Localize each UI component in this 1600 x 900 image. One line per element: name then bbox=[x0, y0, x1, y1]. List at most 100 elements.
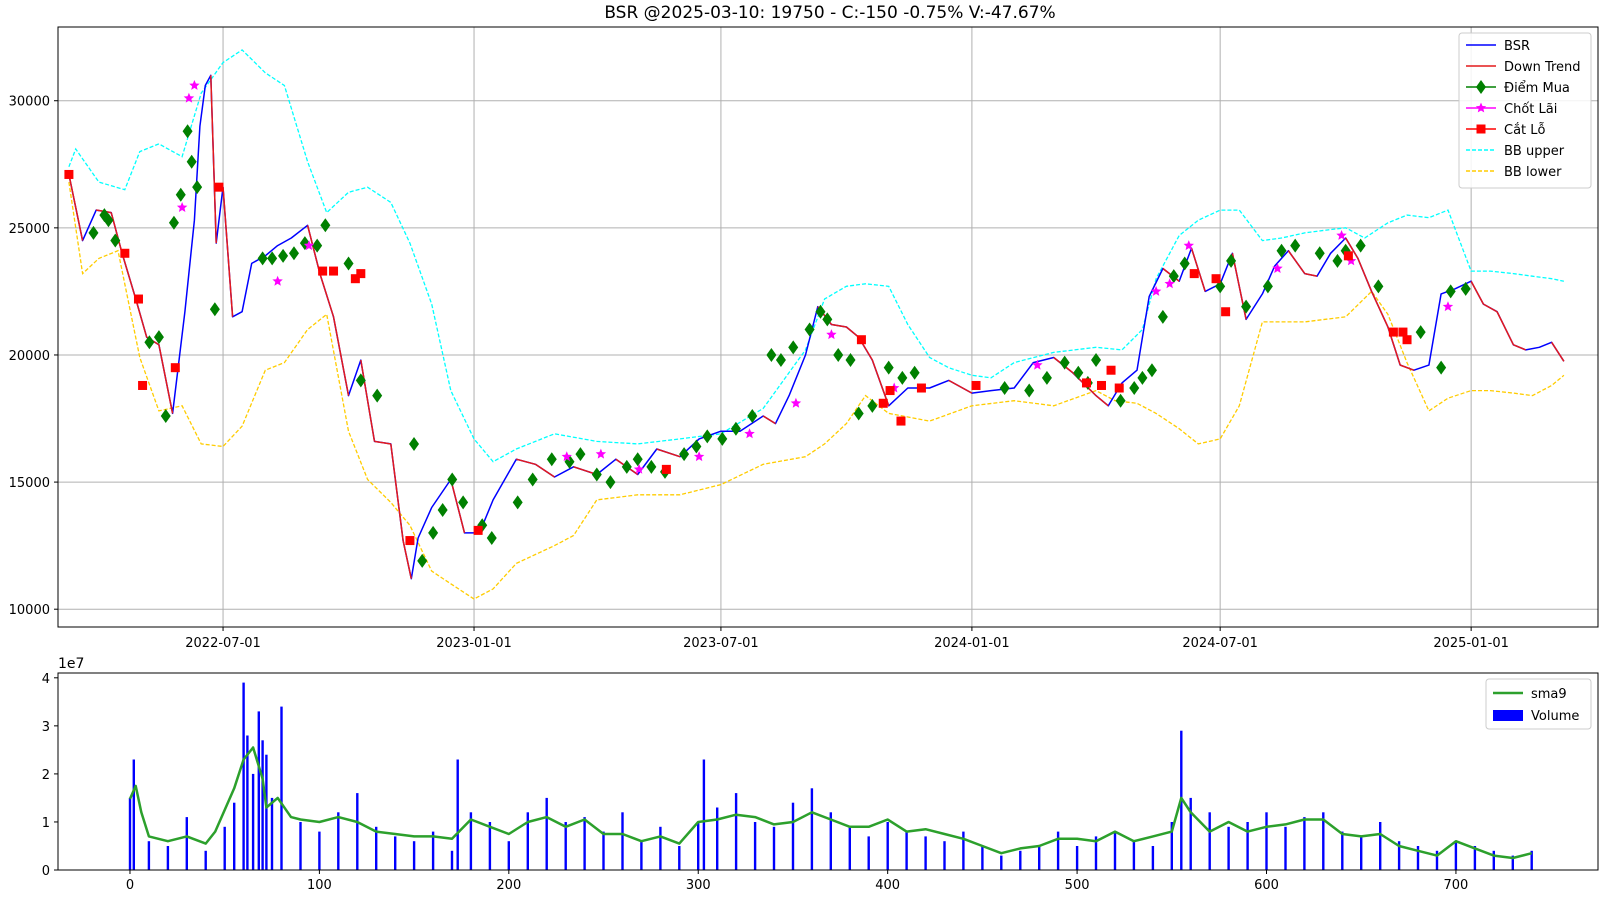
volume-bar bbox=[270, 797, 274, 870]
buy-point-marker bbox=[632, 452, 643, 467]
down-trend-segment bbox=[332, 316, 350, 396]
volume-bar bbox=[734, 793, 738, 870]
volume-bar bbox=[621, 812, 624, 870]
volume-bar bbox=[223, 826, 226, 870]
volume-bar bbox=[772, 826, 776, 870]
x-tick-label: 200 bbox=[496, 878, 521, 893]
volume-bar bbox=[469, 812, 473, 870]
stop-loss-marker bbox=[1081, 378, 1091, 388]
buy-point-marker bbox=[372, 388, 383, 403]
stop-loss-marker bbox=[896, 416, 906, 426]
buy-point-marker bbox=[717, 431, 728, 446]
buy-point-marker bbox=[447, 472, 458, 487]
buy-point-marker bbox=[883, 360, 894, 375]
volume-bar bbox=[1303, 817, 1306, 870]
take-profit-marker bbox=[183, 92, 195, 103]
x-tick-label: 600 bbox=[1254, 878, 1279, 893]
volume-bar bbox=[943, 841, 946, 870]
buy-point-marker bbox=[766, 347, 777, 362]
volume-bar bbox=[1019, 850, 1022, 870]
legend-swatch-volume bbox=[1493, 710, 1523, 721]
buy-point-marker bbox=[575, 447, 586, 462]
buy-point-marker bbox=[1314, 246, 1325, 261]
buy-point-marker bbox=[833, 347, 844, 362]
buy-point-marker bbox=[1241, 299, 1252, 314]
stop-loss-marker bbox=[1343, 251, 1353, 261]
volume-bar bbox=[962, 831, 965, 870]
bb-upper-line bbox=[68, 49, 1565, 463]
take-profit-marker bbox=[1032, 359, 1043, 370]
y-tick-label: 1 bbox=[42, 816, 50, 831]
volume-bar bbox=[450, 850, 454, 870]
volume-bars bbox=[128, 682, 1533, 870]
buy-point-marker bbox=[621, 459, 632, 474]
stop-loss-marker bbox=[885, 386, 895, 396]
buy-point-marker bbox=[288, 246, 299, 261]
down-trend-segment bbox=[319, 273, 335, 318]
take-profit-marker bbox=[1164, 278, 1175, 289]
buy-point-marker bbox=[160, 408, 171, 423]
buy-point-marker bbox=[1373, 279, 1384, 294]
buy-point-marker bbox=[1290, 238, 1301, 253]
volume-bar bbox=[337, 812, 340, 870]
chart-title: BSR @2025-03-10: 19750 - C:-150 -0.75% V… bbox=[604, 3, 1055, 23]
stop-loss-marker bbox=[1221, 307, 1231, 317]
volume-bar bbox=[1038, 846, 1041, 870]
down-trend-segment bbox=[1345, 237, 1359, 259]
volume-bar bbox=[1132, 841, 1136, 870]
down-trend-segment bbox=[1357, 258, 1373, 292]
buy-point-marker bbox=[110, 233, 121, 248]
y-tick-label: 3 bbox=[42, 720, 50, 735]
x-tick-label: 2024-07-01 bbox=[1182, 636, 1258, 651]
y-tick-label: 20000 bbox=[9, 349, 50, 364]
stop-loss-marker bbox=[138, 380, 148, 390]
bb-lower-line bbox=[68, 182, 1565, 600]
buy-point-marker bbox=[1179, 256, 1190, 271]
volume-bar bbox=[981, 846, 984, 870]
buy-point-marker bbox=[815, 304, 826, 319]
down-trend-segment bbox=[845, 326, 860, 338]
volume-bar bbox=[1284, 826, 1287, 870]
volume-bar bbox=[702, 759, 706, 870]
down-trend-segment bbox=[68, 174, 84, 241]
x-tick-label: 2025-01-01 bbox=[1433, 636, 1509, 651]
buy-point-marker bbox=[1436, 360, 1447, 375]
y-multiplier-label: 1e7 bbox=[58, 656, 84, 672]
stop-loss-marker bbox=[1189, 269, 1199, 279]
take-profit-marker bbox=[693, 451, 705, 462]
down-trend-segment bbox=[516, 458, 536, 466]
volume-bar bbox=[791, 802, 795, 870]
buy-point-marker bbox=[175, 187, 186, 202]
x-tick-label: 300 bbox=[686, 878, 711, 893]
volume-bar bbox=[545, 797, 548, 870]
volume-bar bbox=[867, 836, 870, 870]
buy-point-marker bbox=[1262, 279, 1273, 294]
buy-point-marker bbox=[775, 353, 786, 368]
buy-point-marker bbox=[144, 335, 155, 350]
stop-loss-marker bbox=[1211, 274, 1221, 284]
buy-point-marker bbox=[1415, 325, 1426, 340]
volume-bar bbox=[257, 711, 260, 870]
volume-bar bbox=[1094, 836, 1098, 870]
buy-point-marker bbox=[186, 154, 197, 169]
down-trend-segment bbox=[1370, 291, 1389, 328]
volume-plot-frame bbox=[57, 672, 1599, 871]
volume-bar bbox=[716, 807, 719, 870]
buy-point-marker bbox=[312, 238, 323, 253]
volume-bar bbox=[394, 836, 397, 870]
buy-point-marker bbox=[458, 495, 469, 510]
volume-bar bbox=[659, 826, 662, 870]
volume-bar bbox=[507, 841, 510, 870]
down-trend-segment bbox=[1304, 272, 1318, 277]
volume-bar bbox=[1435, 850, 1439, 870]
volume-bar bbox=[280, 706, 283, 870]
volume-bar bbox=[1511, 855, 1514, 870]
volume-axes: 0 100 200 300 400 500 600 700 0 1 2 3 4 bbox=[42, 672, 1469, 893]
stop-loss-marker bbox=[1402, 335, 1412, 345]
take-profit-marker bbox=[595, 448, 607, 459]
buy-point-marker bbox=[804, 322, 815, 337]
y-tick-label: 15000 bbox=[9, 476, 50, 491]
legend-label-sma9: sma9 bbox=[1531, 687, 1567, 702]
volume-bar bbox=[1416, 846, 1420, 870]
volume-bar bbox=[1227, 826, 1230, 870]
